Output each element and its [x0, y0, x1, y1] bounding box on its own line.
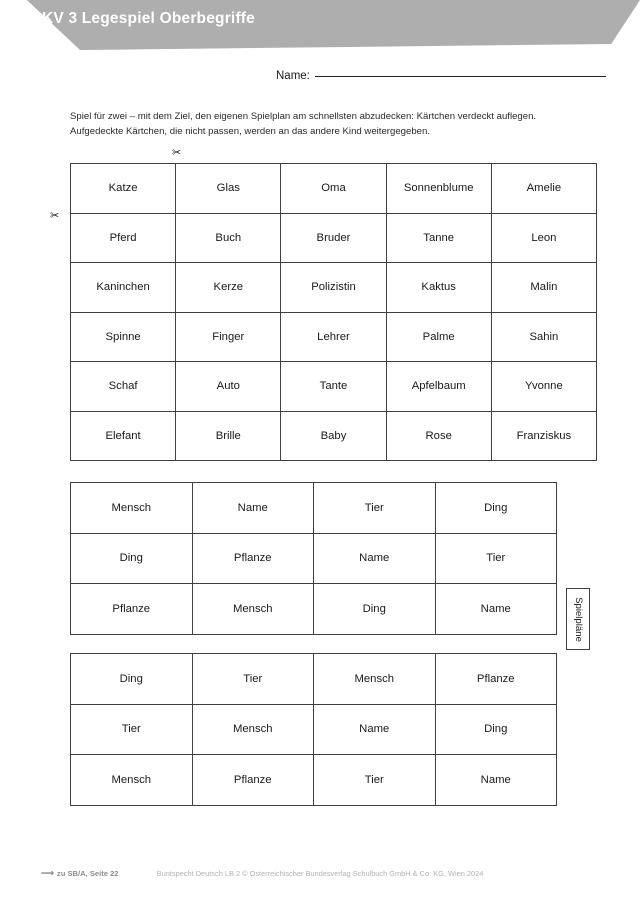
- word-card-cell[interactable]: Oma: [281, 164, 387, 214]
- board-one-cell[interactable]: Tier: [435, 533, 557, 584]
- board-one-cell[interactable]: Ding: [71, 533, 193, 584]
- word-card-cell[interactable]: Polizistin: [281, 263, 387, 313]
- instructions-line-1: Spiel für zwei – mit dem Ziel, den eigen…: [70, 111, 537, 122]
- board-two-cell[interactable]: Mensch: [192, 704, 314, 755]
- word-card-cell[interactable]: Malin: [491, 263, 597, 313]
- board-one-cell[interactable]: Name: [314, 533, 436, 584]
- word-card-cell[interactable]: Palme: [386, 312, 492, 362]
- word-card-cell[interactable]: Spinne: [71, 312, 177, 362]
- word-card-cell[interactable]: Tante: [281, 362, 387, 412]
- board-two-cell[interactable]: Tier: [314, 755, 436, 806]
- board-one-cell[interactable]: Tier: [314, 483, 436, 534]
- word-card-cell[interactable]: Buch: [176, 213, 282, 263]
- board-one-cell[interactable]: Name: [192, 483, 314, 534]
- board-two-cell[interactable]: Name: [314, 704, 436, 755]
- board-one-cell[interactable]: Mensch: [192, 584, 314, 635]
- board-one-cell[interactable]: Mensch: [71, 483, 193, 534]
- word-card-cell[interactable]: Glas: [176, 164, 282, 214]
- word-card-cell[interactable]: Schaf: [71, 362, 177, 412]
- word-card-cell[interactable]: Lehrer: [281, 312, 387, 362]
- instructions-text: Spiel für zwei – mit dem Ziel, den eigen…: [70, 110, 600, 139]
- word-cards-grid: Katze Glas Oma Sonnenblume Amelie Pferd Buch Br…: [70, 163, 597, 461]
- board-one-cell[interactable]: Ding: [314, 584, 436, 635]
- side-tab-label: Spielpläne: [572, 596, 584, 642]
- side-tab-spielplaene: Spielpläne: [566, 588, 590, 650]
- instructions-line-2: Aufgedeckte Kärtchen, die nicht passen, …: [70, 125, 431, 137]
- word-card-cell[interactable]: Kaninchen: [71, 263, 177, 313]
- word-card-cell[interactable]: Brille: [176, 411, 282, 461]
- word-card-cell[interactable]: Tanne: [386, 213, 492, 263]
- board-two-cell[interactable]: Mensch: [314, 654, 436, 705]
- word-card-cell[interactable]: Sonnenblume: [386, 164, 492, 214]
- word-card-cell[interactable]: Sahin: [491, 312, 597, 362]
- game-board-one: Mensch Name Tier Ding Ding Pflanze Name Tier Pfl…: [70, 482, 557, 635]
- scissors-icon-top: ✂: [172, 147, 182, 159]
- word-card-cell[interactable]: Katze: [71, 164, 177, 214]
- board-two-cell[interactable]: Pflanze: [435, 654, 557, 705]
- word-card-cell[interactable]: Yvonne: [491, 362, 597, 412]
- footer-reference-label: zu SB/A, Seite 22: [56, 869, 119, 878]
- name-field-write-line[interactable]: [314, 76, 606, 77]
- word-card-cell[interactable]: Pferd: [71, 213, 177, 263]
- board-two-cell[interactable]: Ding: [71, 654, 193, 705]
- word-card-cell[interactable]: Kerze: [176, 263, 282, 313]
- scissors-icon-left: ✂: [50, 210, 60, 222]
- word-card-cell[interactable]: Leon: [491, 213, 597, 263]
- page-header-banner: KV 3 Legespiel Oberbegriffe: [0, 0, 640, 50]
- word-card-cell[interactable]: Finger: [176, 312, 282, 362]
- word-card-cell[interactable]: Amelie: [491, 164, 597, 214]
- word-card-cell[interactable]: Bruder: [281, 213, 387, 263]
- footer-reference: ⟶ zu SB/A, Seite 22: [41, 868, 119, 879]
- board-two-cell[interactable]: Pflanze: [192, 755, 314, 806]
- board-one-cell[interactable]: Pflanze: [71, 584, 193, 635]
- board-one-cell[interactable]: Name: [435, 584, 557, 635]
- board-two-cell[interactable]: Tier: [71, 704, 193, 755]
- word-card-cell[interactable]: Rose: [386, 411, 492, 461]
- name-field-label: Name:: [276, 70, 310, 82]
- word-card-cell[interactable]: Auto: [176, 362, 282, 412]
- footer-credit: Buntspecht Deutsch LB 2 © Österreichisch…: [156, 869, 484, 878]
- arrow-right-icon: ⟶: [41, 868, 54, 878]
- word-card-cell[interactable]: Elefant: [71, 411, 177, 461]
- board-two-cell[interactable]: Name: [435, 755, 557, 806]
- word-card-cell[interactable]: Franziskus: [491, 411, 597, 461]
- board-one-cell[interactable]: Pflanze: [192, 533, 314, 584]
- banner-shape: [26, 0, 640, 50]
- name-field: Name:: [276, 70, 606, 82]
- page-title: KV 3 Legespiel Oberbegriffe: [42, 10, 255, 27]
- word-card-cell[interactable]: Apfelbaum: [386, 362, 492, 412]
- board-two-cell[interactable]: Ding: [435, 704, 557, 755]
- board-two-cell[interactable]: Tier: [192, 654, 314, 705]
- word-card-cell[interactable]: Baby: [281, 411, 387, 461]
- board-two-cell[interactable]: Mensch: [71, 755, 193, 806]
- word-card-cell[interactable]: Kaktus: [386, 263, 492, 313]
- game-board-two: Ding Tier Mensch Pflanze Tier Mensch Name Ding M…: [70, 653, 557, 806]
- board-one-cell[interactable]: Ding: [435, 483, 557, 534]
